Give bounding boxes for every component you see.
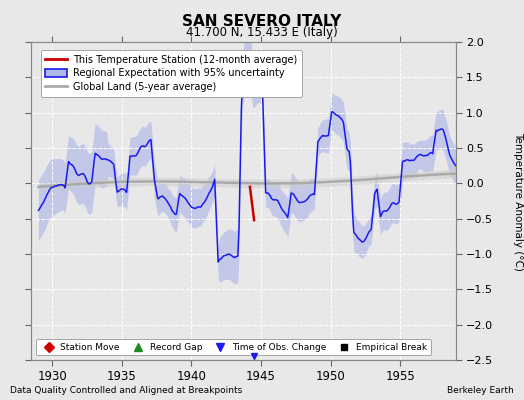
Text: 41.700 N, 15.433 E (Italy): 41.700 N, 15.433 E (Italy) bbox=[186, 26, 338, 39]
Text: Data Quality Controlled and Aligned at Breakpoints: Data Quality Controlled and Aligned at B… bbox=[10, 386, 243, 395]
Text: Berkeley Earth: Berkeley Earth bbox=[447, 386, 514, 395]
Text: SAN SEVERO ITALY: SAN SEVERO ITALY bbox=[182, 14, 342, 29]
Y-axis label: Temperature Anomaly (°C): Temperature Anomaly (°C) bbox=[513, 132, 523, 270]
Legend: Station Move, Record Gap, Time of Obs. Change, Empirical Break: Station Move, Record Gap, Time of Obs. C… bbox=[36, 339, 431, 356]
